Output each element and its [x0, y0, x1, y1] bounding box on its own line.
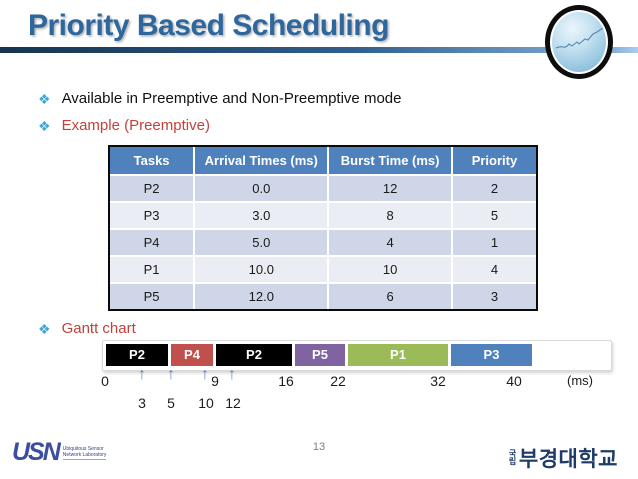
cell-burst: 12 — [329, 176, 453, 203]
usn-sub-line2: Network Laboratory — [62, 451, 107, 458]
axis-unit-label: (ms) — [567, 373, 593, 388]
cell-priority: 4 — [452, 257, 536, 284]
process-table: Tasks Arrival Times (ms) Burst Time (ms)… — [108, 145, 538, 311]
cell-priority: 5 — [452, 203, 536, 230]
university-logo: 국립 부경대학교 — [509, 443, 618, 473]
cell-priority: 1 — [452, 230, 536, 257]
arrival-arrow-icon: ↑ — [167, 366, 175, 383]
axis-tick: 22 — [330, 373, 346, 389]
bullet-available-text: Available in Preemptive and Non-Preempti… — [61, 90, 402, 107]
usn-sub-line1: Ubiquitous Sensor — [62, 445, 104, 452]
gantt-segment: P2 — [106, 344, 168, 366]
cell-burst: 10 — [329, 257, 453, 284]
col-header-arrival: Arrival Times (ms) — [195, 147, 330, 176]
cell-burst: 8 — [329, 203, 453, 230]
col-header-priority: Priority — [452, 147, 536, 176]
cell-task: P2 — [110, 176, 196, 203]
waveform-circle-icon — [545, 5, 613, 79]
table-row: P2 0.0 12 2 — [110, 176, 536, 203]
cell-arrival: 10.0 — [195, 257, 330, 284]
usn-logo: USN Ubiquitous Sensor Network Laboratory — [12, 438, 107, 466]
gantt-segment: P3 — [451, 344, 532, 366]
table-header-row: Tasks Arrival Times (ms) Burst Time (ms)… — [110, 147, 536, 176]
arrival-label: 5 — [167, 395, 175, 411]
cell-arrival: 5.0 — [195, 230, 330, 257]
gantt-segment: P5 — [295, 344, 345, 366]
axis-tick: 16 — [278, 373, 294, 389]
cell-task: P4 — [110, 230, 196, 257]
cell-arrival: 3.0 — [195, 203, 330, 230]
gantt-segment: P1 — [348, 344, 448, 366]
arrival-label: 10 — [198, 395, 214, 411]
table-row: P4 5.0 4 1 — [110, 230, 536, 257]
cell-arrival: 0.0 — [195, 176, 330, 203]
badge-face — [552, 12, 606, 72]
page-number: 13 — [312, 441, 326, 453]
bullet-gantt: ❖ Gantt chart — [38, 320, 136, 337]
table-row: P3 3.0 8 5 — [110, 203, 536, 230]
diamond-bullet-icon: ❖ — [38, 117, 51, 134]
cell-task: P1 — [110, 257, 196, 284]
usn-logo-mark: USN — [12, 438, 61, 466]
gantt-segment: P4 — [171, 344, 213, 366]
usn-logo-subtext: Ubiquitous Sensor Network Laboratory — [62, 445, 107, 460]
cell-task: P5 — [110, 284, 196, 309]
diamond-bullet-icon: ❖ — [38, 90, 51, 107]
bullet-example: ❖ Example (Preemptive) — [38, 117, 210, 134]
bullet-available: ❖ Available in Preemptive and Non-Preemp… — [38, 90, 401, 107]
arrival-label: 3 — [138, 395, 146, 411]
table-row: P5 12.0 6 3 — [110, 284, 536, 309]
arrival-arrow-icon: ↑ — [228, 366, 236, 383]
axis-tick: 32 — [430, 373, 446, 389]
cell-burst: 6 — [329, 284, 453, 309]
title-underline — [0, 47, 638, 53]
table-row: P1 10.0 10 4 — [110, 257, 536, 284]
col-header-burst: Burst Time (ms) — [329, 147, 453, 176]
cell-priority: 3 — [452, 284, 536, 309]
arrival-label: 12 — [225, 395, 241, 411]
bullet-example-text: Example (Preemptive) — [61, 117, 210, 134]
gantt-segment: P2 — [216, 344, 292, 366]
university-name: 부경대학교 — [518, 448, 618, 471]
cell-priority: 2 — [452, 176, 536, 203]
university-prefix: 국립 — [508, 449, 517, 466]
axis-tick: 40 — [506, 373, 522, 389]
col-header-tasks: Tasks — [110, 147, 196, 176]
axis-tick: 9 — [211, 373, 219, 389]
arrival-arrow-icon: ↑ — [138, 366, 146, 383]
cell-arrival: 12.0 — [195, 284, 330, 309]
gantt-chart: P2 P4 P2 P5 P1 P3 — [102, 340, 612, 371]
gantt-bar: P2 P4 P2 P5 P1 P3 — [106, 344, 532, 366]
waveform-squiggle — [555, 27, 604, 49]
cell-task: P3 — [110, 203, 196, 230]
bullet-gantt-text: Gantt chart — [61, 320, 136, 337]
axis-tick: 0 — [101, 373, 109, 389]
diamond-bullet-icon: ❖ — [38, 320, 51, 337]
cell-burst: 4 — [329, 230, 453, 257]
page-title: Priority Based Scheduling — [28, 9, 389, 42]
arrival-arrow-icon: ↑ — [201, 366, 209, 383]
